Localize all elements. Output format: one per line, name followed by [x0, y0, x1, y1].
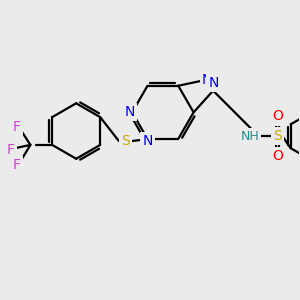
Text: N: N: [202, 73, 212, 87]
Text: O: O: [272, 110, 283, 123]
Text: F: F: [13, 158, 20, 172]
Text: S: S: [273, 129, 282, 143]
Text: N: N: [142, 134, 153, 148]
Text: N: N: [208, 76, 219, 90]
Text: F: F: [7, 143, 15, 157]
Text: F: F: [13, 120, 20, 134]
Text: NH: NH: [240, 130, 259, 143]
Text: N: N: [125, 105, 135, 119]
Text: O: O: [272, 149, 283, 163]
Text: S: S: [122, 134, 130, 148]
